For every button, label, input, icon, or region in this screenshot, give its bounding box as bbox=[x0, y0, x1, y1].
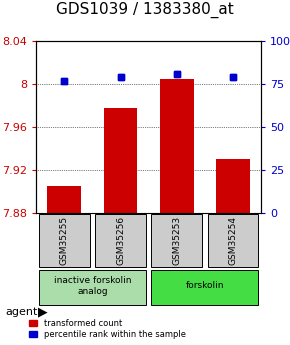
Text: agent: agent bbox=[6, 307, 38, 317]
FancyBboxPatch shape bbox=[151, 270, 258, 305]
Text: GSM35253: GSM35253 bbox=[172, 216, 181, 265]
Text: GDS1039 / 1383380_at: GDS1039 / 1383380_at bbox=[56, 2, 234, 18]
FancyBboxPatch shape bbox=[39, 214, 90, 267]
Legend: transformed count, percentile rank within the sample: transformed count, percentile rank withi… bbox=[27, 317, 188, 341]
Text: ▶: ▶ bbox=[38, 306, 47, 319]
Text: inactive forskolin
analog: inactive forskolin analog bbox=[54, 276, 131, 296]
Bar bbox=[160, 79, 194, 213]
Text: forskolin: forskolin bbox=[186, 281, 224, 290]
FancyBboxPatch shape bbox=[208, 214, 258, 267]
Bar bbox=[104, 108, 137, 213]
FancyBboxPatch shape bbox=[95, 214, 146, 267]
Text: GSM35255: GSM35255 bbox=[60, 216, 69, 265]
Bar bbox=[48, 186, 81, 213]
Text: GSM35254: GSM35254 bbox=[229, 216, 238, 265]
Text: GSM35256: GSM35256 bbox=[116, 216, 125, 265]
FancyBboxPatch shape bbox=[39, 270, 146, 305]
FancyBboxPatch shape bbox=[151, 214, 202, 267]
Bar bbox=[216, 159, 250, 213]
